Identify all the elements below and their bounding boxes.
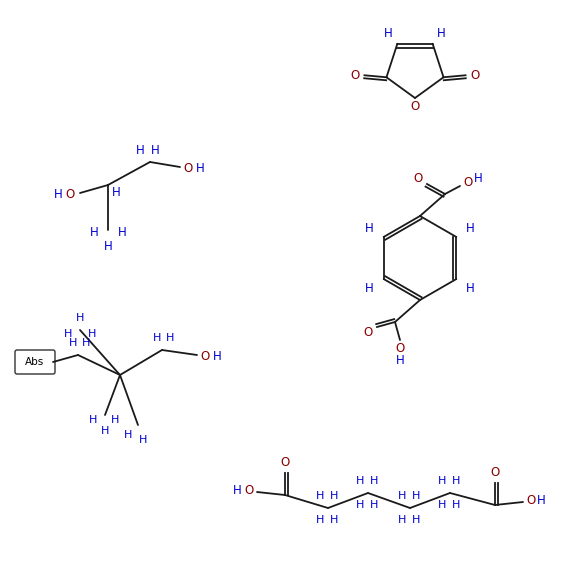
Text: O: O: [410, 100, 420, 114]
Text: H: H: [124, 430, 132, 440]
Text: O: O: [491, 467, 500, 479]
Text: O: O: [183, 161, 193, 174]
Text: H: H: [466, 223, 475, 235]
Text: H: H: [117, 226, 126, 239]
Text: O: O: [414, 173, 423, 185]
Text: H: H: [212, 350, 221, 363]
Text: H: H: [452, 500, 460, 510]
Text: H: H: [196, 161, 205, 174]
Text: H: H: [396, 354, 405, 367]
Text: H: H: [69, 338, 77, 348]
Text: H: H: [438, 476, 446, 486]
Text: H: H: [316, 491, 324, 501]
Text: H: H: [537, 494, 545, 506]
Text: H: H: [82, 338, 90, 348]
Text: H: H: [356, 500, 364, 510]
FancyBboxPatch shape: [15, 350, 55, 374]
Text: O: O: [65, 188, 75, 201]
Text: H: H: [153, 333, 161, 343]
Text: O: O: [527, 494, 536, 506]
Text: O: O: [201, 350, 210, 363]
Text: H: H: [64, 329, 72, 339]
Text: H: H: [89, 415, 97, 425]
Text: O: O: [364, 325, 373, 339]
Text: O: O: [464, 176, 473, 189]
Text: O: O: [280, 456, 289, 470]
Text: O: O: [351, 69, 360, 82]
Text: H: H: [365, 223, 374, 235]
Text: H: H: [398, 491, 406, 501]
Text: H: H: [330, 491, 338, 501]
Text: H: H: [233, 483, 241, 497]
Text: H: H: [370, 500, 378, 510]
Text: H: H: [438, 500, 446, 510]
Text: H: H: [88, 329, 96, 339]
Text: H: H: [76, 313, 84, 323]
Text: H: H: [101, 426, 109, 436]
Text: H: H: [437, 27, 446, 40]
Text: H: H: [412, 515, 420, 525]
Text: H: H: [452, 476, 460, 486]
Text: H: H: [365, 282, 374, 296]
Text: O: O: [396, 343, 405, 355]
Text: H: H: [370, 476, 378, 486]
Text: H: H: [112, 187, 120, 200]
Text: H: H: [316, 515, 324, 525]
Text: H: H: [103, 239, 112, 253]
Text: O: O: [244, 483, 253, 497]
Text: H: H: [53, 188, 62, 201]
Text: H: H: [356, 476, 364, 486]
Text: H: H: [111, 415, 119, 425]
Text: H: H: [466, 282, 475, 296]
Text: H: H: [139, 435, 147, 445]
Text: H: H: [89, 226, 98, 239]
Text: H: H: [135, 144, 144, 157]
Text: H: H: [166, 333, 174, 343]
Text: Abs: Abs: [25, 357, 44, 367]
Text: O: O: [470, 69, 479, 82]
Text: H: H: [398, 515, 406, 525]
Text: H: H: [151, 144, 160, 157]
Text: H: H: [412, 491, 420, 501]
Text: H: H: [330, 515, 338, 525]
Text: H: H: [384, 27, 393, 40]
Text: H: H: [474, 172, 482, 184]
